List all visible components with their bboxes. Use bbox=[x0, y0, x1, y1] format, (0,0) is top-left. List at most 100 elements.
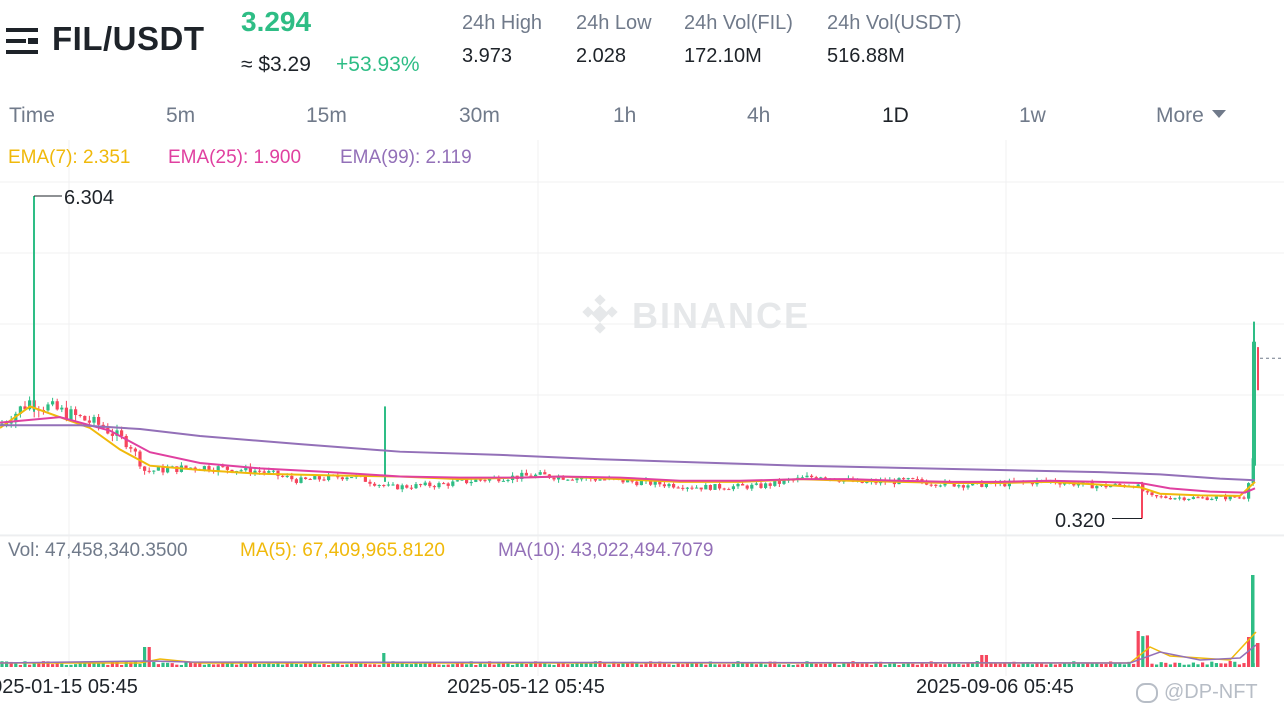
volume-bar bbox=[506, 662, 510, 667]
volume-bar bbox=[78, 663, 82, 667]
candle-body bbox=[704, 485, 708, 490]
volume-bar bbox=[1224, 663, 1228, 667]
volume-bar bbox=[290, 663, 294, 667]
candle-body bbox=[469, 481, 473, 484]
candle-body bbox=[377, 485, 381, 487]
ema7-legend: EMA(7): 2.351 bbox=[8, 147, 131, 168]
volume-bar bbox=[345, 664, 349, 667]
volume-bar bbox=[23, 661, 27, 667]
volume-bar bbox=[451, 664, 455, 667]
candle-body bbox=[1196, 497, 1200, 499]
volume-bar bbox=[584, 662, 588, 667]
menu-icon[interactable] bbox=[6, 26, 38, 56]
volume-bar bbox=[106, 664, 110, 667]
volume-bar bbox=[166, 662, 170, 667]
volume-bar bbox=[810, 663, 814, 667]
pair-title[interactable]: FIL/USDT bbox=[52, 20, 205, 57]
volume-bar bbox=[888, 663, 892, 667]
tab-4h[interactable]: 4h bbox=[747, 104, 771, 127]
candle-body bbox=[350, 477, 354, 479]
candle-body bbox=[1228, 495, 1232, 500]
candle-body bbox=[501, 480, 505, 482]
volume-bar bbox=[271, 664, 275, 667]
tab-time[interactable]: Time bbox=[9, 104, 55, 127]
volume-bar bbox=[1168, 664, 1172, 667]
volume-bar bbox=[1049, 662, 1053, 667]
volume-bar bbox=[957, 664, 961, 667]
candle-body bbox=[750, 484, 754, 489]
tab-30m[interactable]: 30m bbox=[459, 104, 500, 127]
stat-label: 24h Vol(USDT) bbox=[827, 12, 962, 34]
volume-bar bbox=[1113, 662, 1117, 667]
candle-body bbox=[69, 409, 73, 420]
candle-body bbox=[327, 474, 331, 481]
candle-body bbox=[667, 484, 671, 487]
volume-bar bbox=[603, 662, 607, 667]
candle-body bbox=[1003, 482, 1007, 487]
candle-body bbox=[1076, 484, 1080, 486]
candle-body bbox=[202, 466, 206, 470]
candle-body bbox=[768, 483, 772, 486]
volume-bar bbox=[51, 664, 55, 667]
volume-bar bbox=[285, 661, 289, 667]
candle-body bbox=[1214, 496, 1218, 499]
candle-body bbox=[18, 406, 22, 414]
tab-15m[interactable]: 15m bbox=[306, 104, 347, 127]
candle-body bbox=[193, 467, 197, 470]
candle-body bbox=[248, 466, 252, 474]
candle-body bbox=[1118, 483, 1122, 486]
candle-body bbox=[1109, 485, 1113, 488]
volume-bar bbox=[1196, 664, 1200, 667]
volume-bar bbox=[87, 661, 91, 667]
volume-bar bbox=[14, 662, 18, 667]
volume-bar bbox=[1173, 662, 1177, 667]
candle-body bbox=[23, 406, 27, 410]
volume-bar bbox=[819, 663, 823, 667]
volume-bar bbox=[966, 663, 970, 667]
volume-bar bbox=[147, 647, 151, 667]
volume-bar bbox=[322, 664, 326, 667]
volume-bar bbox=[368, 664, 372, 667]
volume-bar bbox=[414, 663, 418, 667]
volume-bar bbox=[524, 664, 528, 667]
candle-body bbox=[497, 477, 501, 482]
stat-value: 516.88M bbox=[827, 45, 905, 67]
candle-body bbox=[713, 484, 717, 490]
volume-bar bbox=[777, 664, 781, 667]
candle-body bbox=[166, 468, 170, 473]
volume-bar bbox=[782, 664, 786, 667]
candle-body bbox=[1136, 484, 1140, 488]
volume-bar bbox=[460, 662, 464, 667]
volume-bar bbox=[653, 663, 657, 667]
volume-bar bbox=[492, 664, 496, 667]
kline-chart[interactable] bbox=[0, 140, 1284, 676]
volume-bar bbox=[529, 662, 533, 667]
tab-1d[interactable]: 1D bbox=[882, 104, 909, 127]
tab-5m[interactable]: 5m bbox=[166, 104, 196, 127]
volume-bar bbox=[216, 664, 220, 667]
volume-bar bbox=[239, 661, 243, 667]
volume-bar bbox=[419, 663, 423, 667]
tab-more[interactable]: More bbox=[1156, 104, 1226, 128]
candle-body bbox=[110, 433, 114, 436]
candle-body bbox=[184, 465, 188, 468]
candle-body bbox=[124, 435, 128, 448]
tab-1h[interactable]: 1h bbox=[613, 104, 637, 127]
candle-body bbox=[810, 475, 814, 478]
volume-bar bbox=[658, 661, 662, 667]
tab-1w[interactable]: 1w bbox=[1019, 104, 1046, 127]
candle-body bbox=[685, 487, 689, 489]
volume-bar bbox=[1017, 664, 1021, 667]
volume-bar bbox=[129, 662, 133, 667]
candle-body bbox=[708, 485, 712, 490]
candle-body bbox=[363, 475, 367, 482]
volume-bar bbox=[483, 664, 487, 667]
candle-body bbox=[672, 484, 676, 488]
volume-bar bbox=[1044, 664, 1048, 667]
candle-body bbox=[934, 484, 938, 486]
volume-bar bbox=[1251, 575, 1255, 667]
volume-bar bbox=[377, 664, 381, 667]
candle-body bbox=[51, 401, 55, 405]
volume-bar bbox=[1076, 662, 1080, 667]
volume-bar bbox=[1159, 662, 1163, 667]
